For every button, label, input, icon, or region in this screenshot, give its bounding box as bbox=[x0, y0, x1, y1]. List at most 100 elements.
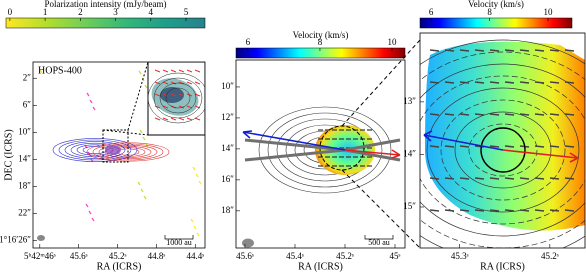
b-vector bbox=[474, 81, 485, 84]
contour bbox=[64, 141, 126, 159]
x-tick-label: 44.4ˢ bbox=[186, 251, 204, 261]
b-vector bbox=[459, 145, 470, 148]
y-tick-label: 15″ bbox=[403, 201, 416, 211]
b-vector bbox=[534, 49, 545, 52]
panel-image bbox=[37, 62, 205, 241]
pol-segment bbox=[190, 218, 194, 223]
pol-vector bbox=[186, 69, 193, 73]
colorbar-tick-label: 6 bbox=[429, 7, 434, 17]
b-vector bbox=[489, 49, 500, 52]
contour bbox=[454, 111, 552, 189]
colorbar-tick-label: 8 bbox=[487, 7, 492, 17]
b-vector bbox=[564, 113, 575, 116]
colorbar-tick-label: 1 bbox=[43, 7, 48, 17]
scalebar-label: 1000 au bbox=[166, 238, 192, 247]
pol-vector bbox=[154, 117, 161, 121]
y-tick-label: 14″ bbox=[403, 148, 416, 158]
pol-segment bbox=[144, 84, 148, 89]
b-vector bbox=[459, 49, 470, 52]
b-vector bbox=[549, 145, 560, 148]
contour bbox=[52, 138, 138, 162]
b-vector bbox=[504, 81, 515, 84]
pol-vector bbox=[170, 93, 177, 97]
b-vector bbox=[504, 177, 515, 180]
y-tick-label: 10″ bbox=[18, 126, 31, 136]
pol-vector bbox=[178, 69, 185, 73]
x-tick-label: 45.2ˢ bbox=[541, 251, 559, 261]
b-vector bbox=[564, 177, 575, 180]
colorbar-tick-label: 2 bbox=[78, 7, 83, 17]
b-vector bbox=[444, 145, 455, 148]
x-tick-label: 45ˢ bbox=[390, 251, 401, 261]
panel-image bbox=[420, 39, 585, 248]
b-vector bbox=[549, 209, 560, 212]
colorbar-label: Velocity (km/s) bbox=[468, 0, 524, 9]
x-axis-label: RA (ICRS) bbox=[480, 261, 525, 272]
b-vector bbox=[534, 209, 545, 212]
inset-contour bbox=[147, 72, 205, 124]
b-vector bbox=[489, 113, 500, 116]
b-vector bbox=[429, 81, 440, 84]
y-tick-label: 12″ bbox=[221, 112, 234, 122]
red-arrow bbox=[502, 149, 579, 163]
b-vector bbox=[429, 145, 440, 148]
pol-vector bbox=[194, 81, 201, 85]
y-tick-label: 13″ bbox=[403, 96, 416, 106]
b-vector bbox=[489, 209, 500, 212]
x-tick-label: 5ʰ42ᵐ46ˢ bbox=[24, 251, 56, 261]
pol-segment bbox=[192, 166, 196, 171]
pol-vector bbox=[194, 93, 201, 97]
b-vector bbox=[474, 177, 485, 180]
pol-segment bbox=[138, 70, 142, 75]
red-arrow bbox=[344, 149, 401, 159]
colorbar-tick-label: 5 bbox=[184, 7, 189, 17]
x-axis-label: RA (ICRS) bbox=[298, 261, 343, 272]
b-vector bbox=[489, 81, 500, 84]
pol-segment bbox=[91, 217, 95, 222]
pol-vector bbox=[178, 105, 185, 109]
colorbar bbox=[235, 47, 406, 59]
pol-vector bbox=[162, 93, 169, 97]
pol-segment bbox=[139, 129, 143, 134]
b-vector bbox=[504, 49, 515, 52]
pol-segment bbox=[92, 106, 96, 111]
contour bbox=[420, 63, 585, 237]
pol-vector bbox=[194, 69, 201, 73]
b-vector bbox=[504, 113, 515, 116]
b-vector bbox=[504, 145, 515, 148]
colorbar bbox=[419, 17, 573, 29]
b-vector bbox=[444, 177, 455, 180]
b-vector bbox=[459, 209, 470, 212]
y-tick-label: 14″ bbox=[221, 143, 234, 153]
b-vector bbox=[474, 209, 485, 212]
connector bbox=[341, 169, 421, 249]
panel-image bbox=[242, 106, 401, 248]
panel-title: HOPS-400 bbox=[38, 65, 82, 76]
pol-segment bbox=[88, 210, 92, 215]
velocity-map bbox=[425, 41, 585, 231]
y-tick-label: 18″ bbox=[221, 205, 234, 215]
pol-vector bbox=[154, 81, 161, 85]
panel-frame bbox=[419, 32, 586, 249]
y-tick-label: 22″ bbox=[18, 208, 31, 218]
pol-vector bbox=[178, 117, 185, 121]
b-vector bbox=[564, 81, 575, 84]
inset-contour bbox=[159, 82, 197, 114]
contour bbox=[420, 75, 585, 225]
b-vector bbox=[444, 113, 455, 116]
b-vector bbox=[429, 177, 440, 180]
scalebar-label: 500 au bbox=[368, 238, 390, 247]
b-vector bbox=[444, 49, 455, 52]
pol-segment bbox=[85, 203, 89, 208]
b-vector bbox=[459, 81, 470, 84]
pol-segment bbox=[87, 151, 91, 156]
pol-vector bbox=[162, 69, 169, 73]
contour bbox=[420, 39, 585, 248]
x-tick-label: 44.8ˢ bbox=[148, 251, 166, 261]
beam bbox=[242, 238, 254, 248]
pol-vector bbox=[162, 105, 169, 109]
b-vector bbox=[444, 81, 455, 84]
pol-vector bbox=[162, 81, 169, 85]
pol-vector bbox=[186, 81, 193, 85]
